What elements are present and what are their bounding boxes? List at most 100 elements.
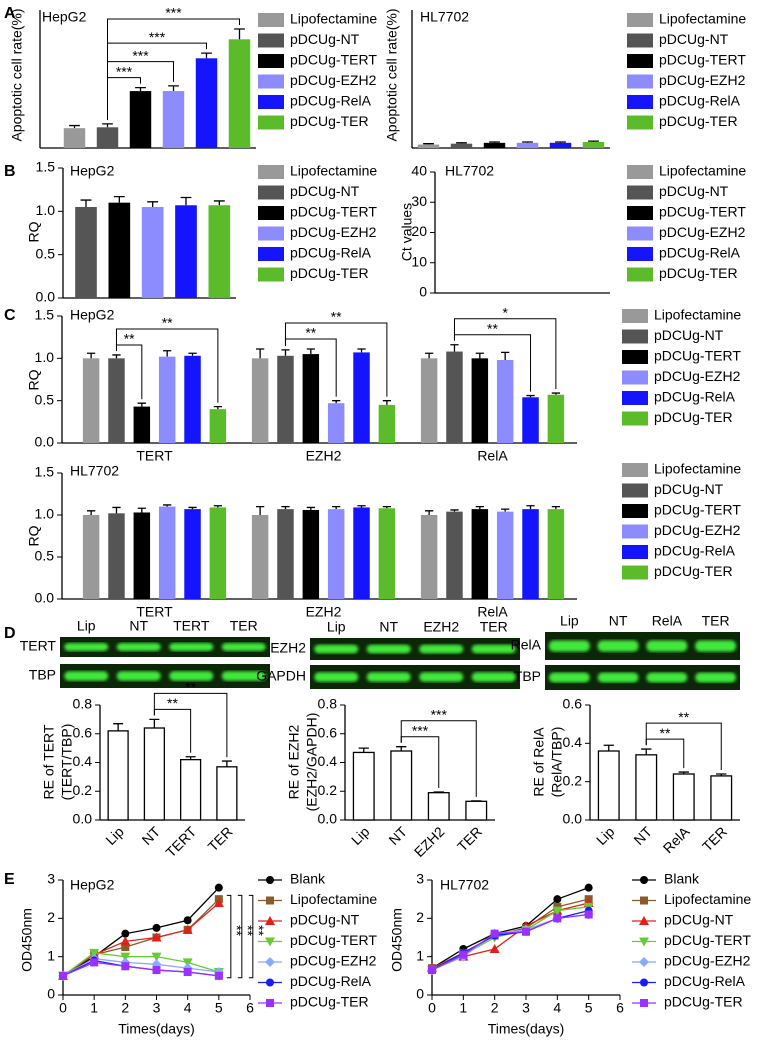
error-bar	[588, 140, 599, 142]
x-tick-label: EZH2	[306, 604, 342, 620]
bar	[522, 397, 539, 443]
bar	[427, 792, 450, 821]
bar	[209, 507, 227, 599]
marker	[121, 929, 130, 938]
y-axis-title: RQ	[26, 369, 42, 390]
y-tick-label: 1	[47, 947, 55, 963]
significance-bracket	[453, 334, 532, 392]
blot-band	[419, 644, 464, 654]
legend-swatch	[258, 95, 284, 109]
error-bar	[137, 507, 146, 513]
y-tick-label: 10	[411, 253, 427, 269]
y-tick-label: 0	[47, 986, 55, 1002]
blot-band	[695, 672, 737, 683]
y-tick-label: 0.5	[35, 391, 55, 407]
bar	[353, 352, 370, 443]
legend-label: Lipofectamine	[659, 163, 746, 179]
legend-swatch	[627, 185, 653, 200]
marker	[490, 929, 499, 938]
blot-band	[471, 644, 516, 654]
error-bar	[234, 28, 245, 40]
marker	[152, 923, 161, 932]
legend-label: pDCUg-TERT	[290, 932, 377, 948]
error-bar	[423, 143, 434, 145]
y-tick-label: 0.0	[318, 811, 338, 827]
legend-label: pDCUg-TERT	[659, 52, 746, 68]
error-bar	[113, 195, 125, 203]
bar	[82, 515, 100, 599]
bar	[496, 360, 514, 443]
marker	[121, 962, 130, 971]
error-bar	[135, 86, 146, 92]
y-tick-label: 40	[411, 163, 427, 179]
bar	[158, 506, 176, 599]
error-bar	[332, 400, 341, 404]
bar	[141, 207, 164, 298]
significance-label: ***	[116, 63, 133, 79]
bar	[378, 508, 396, 599]
significance-label: **	[124, 331, 135, 347]
marker	[89, 948, 100, 958]
marker	[266, 876, 274, 884]
significance-bracket	[645, 722, 722, 770]
legend-swatch	[258, 165, 284, 179]
significance-label: ***	[132, 47, 149, 63]
legend-label: pDCUg-EZH2	[659, 72, 746, 88]
legend-swatch	[627, 115, 653, 130]
legend-label: Lipofectamine	[290, 11, 377, 27]
blot-band	[597, 672, 639, 683]
legend-label: pDCUg-EZH2	[290, 953, 377, 969]
marker	[183, 968, 192, 976]
error-bar	[201, 52, 212, 59]
series-line	[431, 913, 589, 971]
blot-background	[60, 637, 270, 657]
legend-label: Lipofectamine	[654, 461, 741, 477]
error-bar	[456, 142, 467, 144]
bar	[184, 509, 201, 599]
significance-label: ***	[149, 29, 166, 45]
bar	[446, 351, 463, 443]
error-bar	[163, 504, 172, 507]
x-tick-label: RelA	[477, 604, 508, 620]
blot-band	[548, 672, 590, 683]
legend-label: pDCUg-EZH2	[290, 224, 377, 240]
marker	[214, 883, 223, 892]
y-tick-label: 0.8	[73, 696, 93, 712]
y-tick-label: 0.5	[35, 548, 55, 564]
chart-title: HepG2	[42, 9, 87, 25]
marker	[152, 966, 161, 975]
legend-label: pDCUg-RelA	[654, 389, 736, 405]
bar	[522, 509, 539, 599]
panel-label: D	[4, 625, 16, 642]
chart-title: HepG2	[70, 307, 115, 323]
legend-label: pDCUg-NT	[654, 327, 724, 343]
legend-swatch	[627, 165, 653, 179]
y-axis-title: RE of EZH2	[286, 724, 302, 799]
error-bar	[256, 505, 265, 515]
x-tick-label: 3	[522, 1000, 530, 1016]
significance-label: **	[240, 925, 256, 936]
y-axis-title: Ct values	[399, 203, 415, 261]
x-tick-label: 5	[215, 1000, 223, 1016]
error-bar	[281, 505, 290, 510]
marker	[639, 957, 649, 967]
bar	[216, 766, 238, 821]
legend-label: pDCUg-EZH2	[654, 368, 741, 384]
x-tick-label: 1	[459, 1000, 467, 1016]
series-line	[431, 887, 589, 969]
legend-label: pDCUg-RelA	[659, 93, 741, 109]
legend-label: pDCUg-RelA	[664, 973, 746, 989]
y-tick-label: 0.6	[318, 724, 338, 740]
blot-band	[169, 643, 214, 651]
error-bar	[501, 351, 510, 361]
error-bar	[112, 506, 121, 514]
y-tick-label: 0.0	[35, 434, 55, 450]
legend-swatch	[622, 391, 648, 405]
series-line	[62, 957, 219, 977]
legend-swatch	[258, 247, 284, 261]
y-tick-label: 1.5	[36, 159, 56, 175]
bar	[547, 509, 565, 599]
blot-band	[597, 640, 639, 652]
bar	[158, 356, 176, 443]
legend-swatch	[258, 54, 284, 68]
